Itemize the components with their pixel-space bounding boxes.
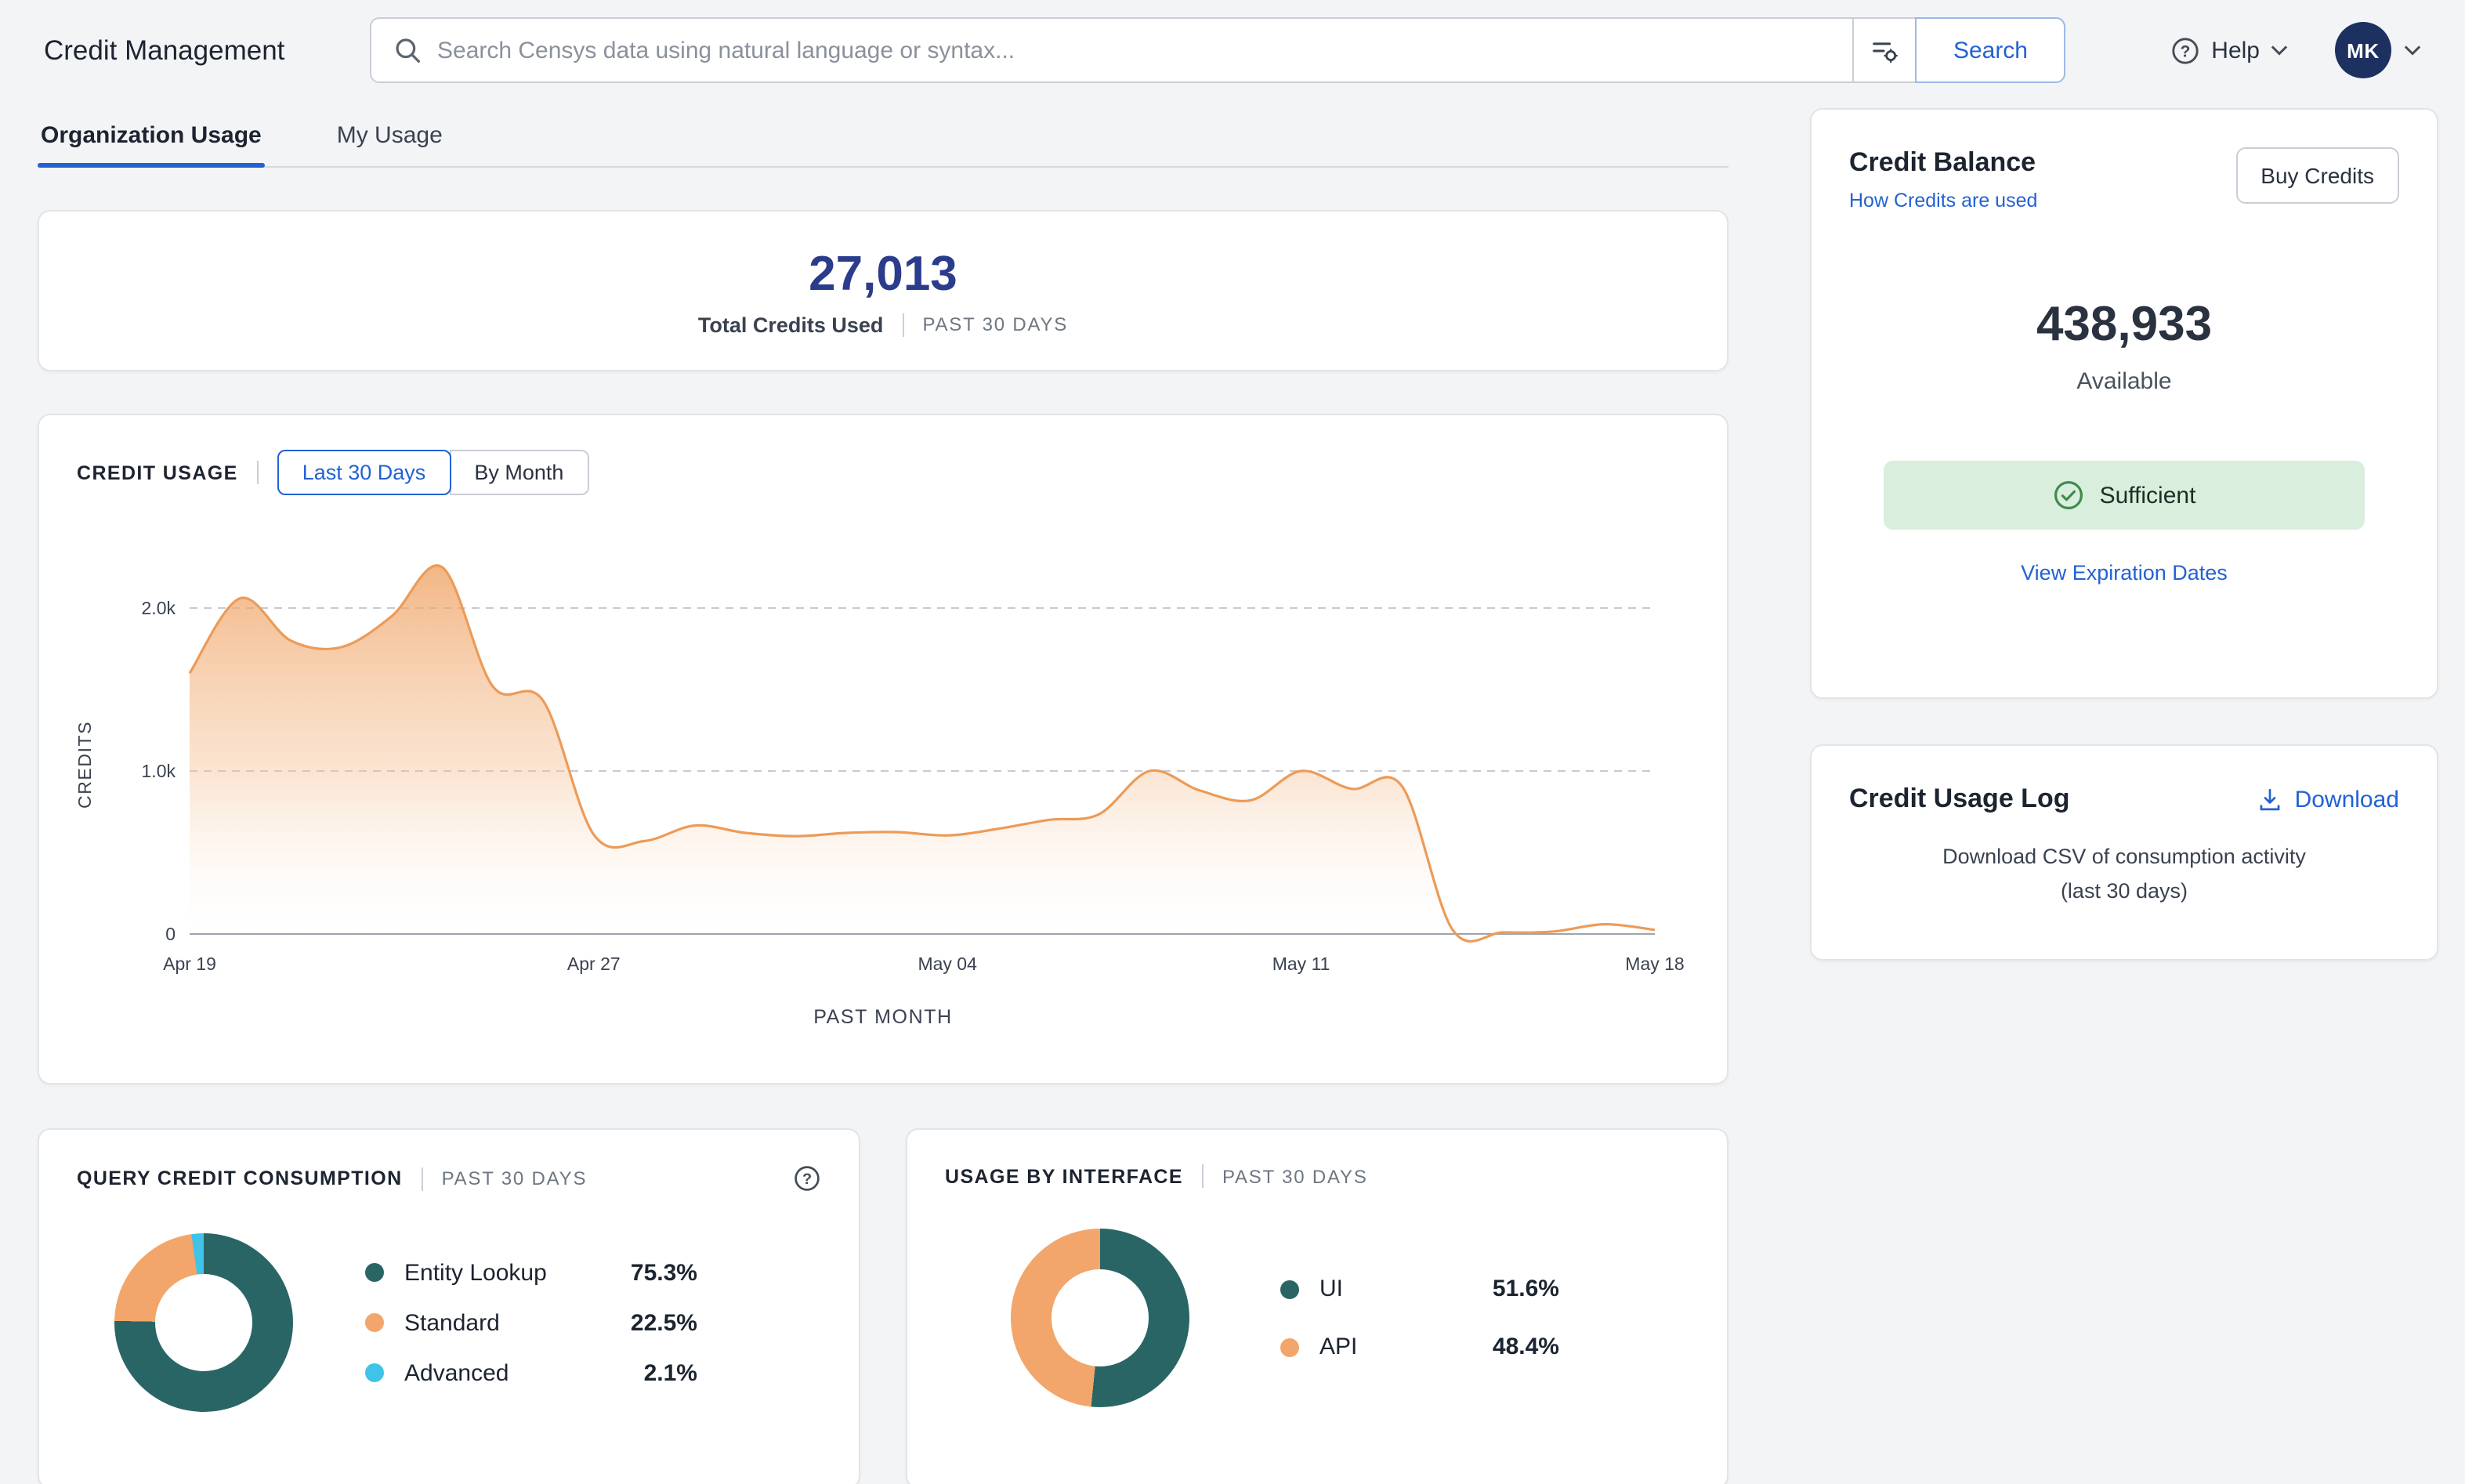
- total-credits-value: 27,013: [809, 245, 957, 300]
- avatar: MK: [2335, 22, 2391, 78]
- total-credits-period: PAST 30 DAYS: [922, 313, 1069, 335]
- svg-text:May 04: May 04: [918, 954, 977, 974]
- divider: [256, 461, 259, 484]
- interface-usage-title: USAGE BY INTERFACE: [945, 1165, 1183, 1187]
- usage-by-interface-card: USAGE BY INTERFACE PAST 30 DAYS UI 51.6%: [906, 1128, 1728, 1484]
- help-menu[interactable]: ? Help: [2170, 35, 2288, 65]
- total-credits-label: Total Credits Used: [697, 313, 884, 336]
- credit-usage-area-chart: 2.0k 1.0k 0 Apr 19 Apr 27 May 04 May 11 May 18: [142, 564, 1685, 974]
- toggle-last-30-days[interactable]: Last 30 Days: [277, 450, 451, 495]
- legend-dot: [365, 1263, 384, 1282]
- query-settings-icon: [1870, 35, 1900, 65]
- svg-text:0: 0: [165, 924, 176, 944]
- available-label: Available: [2076, 368, 2172, 395]
- help-circle-icon[interactable]: ?: [793, 1164, 821, 1193]
- chevron-down-icon: [2271, 44, 2288, 56]
- range-toggle: Last 30 Days By Month: [277, 450, 589, 495]
- divider: [1201, 1164, 1204, 1188]
- search-input[interactable]: [437, 37, 1831, 63]
- svg-text:Apr 27: Apr 27: [567, 954, 621, 974]
- tab-organization-usage[interactable]: Organization Usage: [38, 110, 265, 168]
- legend-item-entity-lookup: Entity Lookup 75.3%: [365, 1259, 697, 1286]
- page-title: Credit Management: [44, 34, 285, 65]
- svg-text:?: ?: [802, 1171, 812, 1188]
- query-consumption-legend: Entity Lookup 75.3% Standard 22.5% Advan…: [365, 1259, 697, 1386]
- search-settings-button[interactable]: [1852, 17, 1916, 83]
- divider: [902, 313, 904, 336]
- tab-my-usage[interactable]: My Usage: [336, 122, 443, 149]
- x-axis-label: PAST MONTH: [813, 1006, 953, 1028]
- toggle-by-month[interactable]: By Month: [449, 450, 589, 495]
- credit-usage-title: CREDIT USAGE: [77, 461, 238, 483]
- help-icon: ?: [2170, 35, 2200, 65]
- search-button[interactable]: Search: [1915, 17, 2065, 83]
- interface-usage-legend: UI 51.6% API 48.4%: [1280, 1276, 1559, 1360]
- svg-text:?: ?: [2181, 42, 2191, 60]
- svg-text:1.0k: 1.0k: [142, 761, 176, 781]
- credit-balance-title: Credit Balance: [1849, 147, 2036, 177]
- legend-dot: [365, 1363, 384, 1382]
- interface-usage-donut-chart: [1011, 1229, 1189, 1407]
- svg-text:Apr 19: Apr 19: [163, 954, 216, 974]
- credit-usage-chart-card: CREDIT USAGE Last 30 Days By Month CREDI…: [38, 414, 1728, 1084]
- how-credits-used-link[interactable]: How Credits are used: [1849, 190, 2038, 212]
- interface-usage-period: PAST 30 DAYS: [1222, 1165, 1368, 1187]
- top-bar: Credit Management Search ? Help: [0, 0, 2465, 100]
- search-bar: Search: [370, 17, 2065, 83]
- legend-item-standard: Standard 22.5%: [365, 1309, 697, 1336]
- legend-item-api: API 48.4%: [1280, 1334, 1559, 1360]
- divider: [421, 1167, 423, 1190]
- legend-dot: [1280, 1279, 1299, 1298]
- search-icon: [393, 36, 422, 64]
- buy-credits-button[interactable]: Buy Credits: [2235, 147, 2399, 204]
- view-expiration-dates-link[interactable]: View Expiration Dates: [2021, 561, 2228, 585]
- query-consumption-donut-chart: [114, 1233, 293, 1412]
- status-text: Sufficient: [2099, 482, 2196, 509]
- usage-tabs: Organization Usage My Usage: [38, 110, 1728, 168]
- query-consumption-period: PAST 30 DAYS: [441, 1167, 588, 1189]
- legend-dot: [1280, 1337, 1299, 1356]
- query-credit-consumption-card: QUERY CREDIT CONSUMPTION PAST 30 DAYS ?: [38, 1128, 860, 1484]
- legend-dot: [365, 1313, 384, 1332]
- total-credits-card: 27,013 Total Credits Used PAST 30 DAYS: [38, 210, 1728, 371]
- log-description: Download CSV of consumption activity (la…: [1942, 845, 2306, 903]
- credit-balance-amount: 438,933: [2036, 296, 2213, 351]
- help-label: Help: [2211, 37, 2260, 63]
- svg-text:2.0k: 2.0k: [142, 598, 176, 618]
- download-icon: [2257, 786, 2284, 813]
- y-axis-label: CREDITS: [77, 720, 96, 809]
- search-field: [370, 17, 1853, 83]
- credit-balance-card: Credit Balance How Credits are used Buy …: [1810, 108, 2438, 699]
- query-consumption-title: QUERY CREDIT CONSUMPTION: [77, 1167, 403, 1189]
- legend-item-ui: UI 51.6%: [1280, 1276, 1559, 1302]
- chevron-down-icon: [2404, 44, 2421, 56]
- svg-text:May 18: May 18: [1625, 954, 1684, 974]
- legend-item-advanced: Advanced 2.1%: [365, 1359, 697, 1386]
- download-link[interactable]: Download: [2257, 786, 2399, 813]
- svg-text:May 11: May 11: [1272, 954, 1330, 974]
- user-menu[interactable]: MK: [2335, 22, 2421, 78]
- check-circle-icon: [2053, 480, 2084, 511]
- credit-usage-log-card: Credit Usage Log Download Download CSV o…: [1810, 744, 2438, 961]
- credit-usage-log-title: Credit Usage Log: [1849, 784, 2070, 813]
- status-badge: Sufficient: [1884, 461, 2365, 530]
